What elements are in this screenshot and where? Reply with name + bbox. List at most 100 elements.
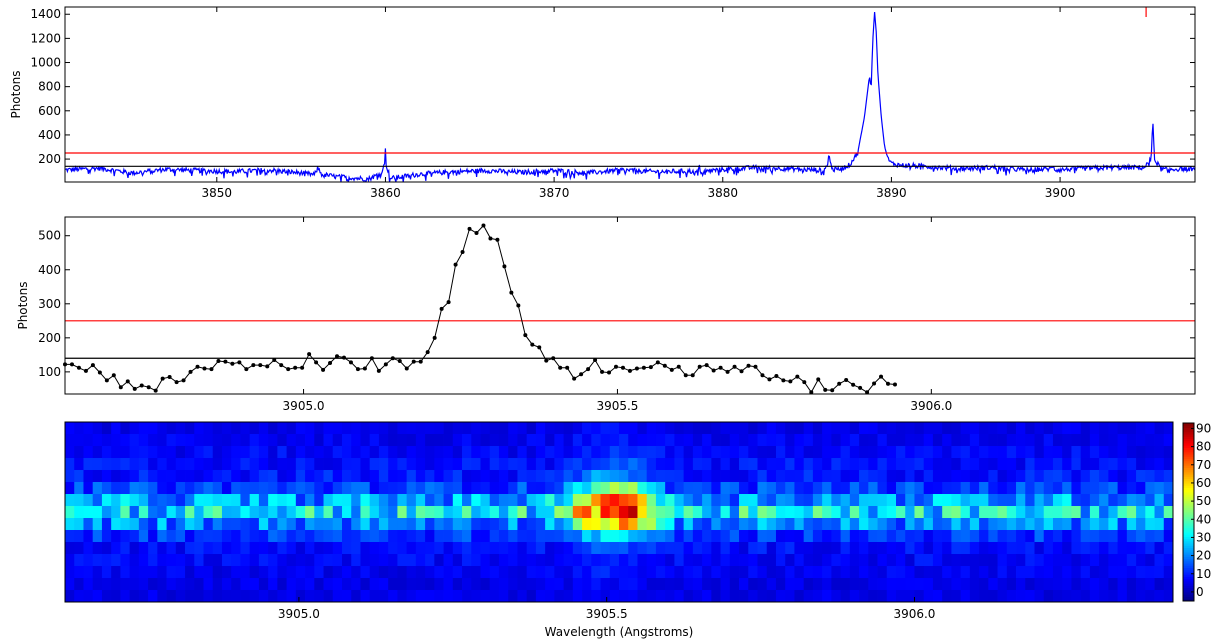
heatmap-cell xyxy=(1025,458,1035,471)
heatmap-cell xyxy=(877,494,888,507)
heatmap-cell xyxy=(452,530,463,543)
heatmap-cell xyxy=(517,542,528,555)
heatmap-cell xyxy=(489,446,500,459)
heatmap-cell xyxy=(1136,434,1146,447)
heatmap-cell xyxy=(600,590,611,603)
heatmap-cell xyxy=(221,434,232,447)
heatmap-cell xyxy=(997,482,1008,495)
heatmap-cell xyxy=(1108,458,1118,471)
heatmap-cell xyxy=(277,506,287,519)
heatmap-cell xyxy=(406,542,417,555)
heatmap-cell xyxy=(286,482,297,495)
heatmap-cell xyxy=(138,554,149,567)
heatmap-cell xyxy=(535,434,546,447)
x-tick-label: 3905.0 xyxy=(283,399,325,413)
heatmap-cell xyxy=(969,482,980,495)
heatmap-cell xyxy=(563,458,574,471)
heatmap-cell xyxy=(674,518,685,531)
heatmap-cell xyxy=(1006,578,1017,591)
heatmap-cell xyxy=(332,422,343,435)
heatmap-cell xyxy=(185,578,195,591)
heatmap-cell xyxy=(822,434,832,447)
heatmap-cell xyxy=(942,542,952,555)
heatmap-cell xyxy=(415,542,426,555)
heatmap-cell xyxy=(1062,530,1072,543)
heatmap-cell xyxy=(415,434,426,447)
heatmap-cell xyxy=(942,518,952,531)
heatmap-cell xyxy=(609,530,620,543)
heatmap-cell xyxy=(683,518,694,531)
data-point xyxy=(872,381,877,386)
heatmap-cell xyxy=(157,494,167,507)
colorbar-segment xyxy=(1183,425,1194,428)
heatmap-cell xyxy=(471,470,481,483)
heatmap-cell xyxy=(951,554,962,567)
heatmap-cell xyxy=(646,554,657,567)
heatmap-cell xyxy=(295,554,306,567)
heatmap-cell xyxy=(508,518,518,531)
colorbar-tick-label: 30 xyxy=(1196,530,1211,544)
heatmap-cell xyxy=(655,470,666,483)
heatmap-cell xyxy=(138,542,149,555)
heatmap-cell xyxy=(868,590,878,603)
colorbar-segment xyxy=(1183,427,1194,431)
heatmap-cell xyxy=(563,434,574,447)
heatmap-cell xyxy=(997,590,1008,603)
colorbar-segment xyxy=(1183,503,1194,506)
heatmap-cell xyxy=(221,458,232,471)
heatmap-cell xyxy=(785,518,795,531)
heatmap-cell xyxy=(582,530,592,543)
heatmap-cell xyxy=(92,458,103,471)
heatmap-cell xyxy=(637,434,648,447)
heatmap-cells xyxy=(65,422,1174,603)
heatmap-cell xyxy=(886,482,897,495)
heatmap-cell xyxy=(332,554,343,567)
heatmap-cell xyxy=(1154,530,1165,543)
heatmap-cell xyxy=(775,506,786,519)
data-point xyxy=(600,369,605,374)
heatmap-cell xyxy=(120,554,131,567)
heatmap-cell xyxy=(120,434,131,447)
heatmap-cell xyxy=(111,518,121,531)
heatmap-cell xyxy=(591,578,601,591)
heatmap-cell xyxy=(849,566,860,579)
heatmap-cell xyxy=(720,518,731,531)
colorbar-segment xyxy=(1183,467,1194,471)
heatmap-cell xyxy=(609,578,620,591)
heatmap-cell xyxy=(840,458,851,471)
heatmap-cell xyxy=(692,518,703,531)
heatmap-cell xyxy=(517,482,528,495)
heatmap-cell xyxy=(517,554,528,567)
heatmap-cell xyxy=(582,518,592,531)
heatmap-cell xyxy=(508,590,518,603)
heatmap-cell xyxy=(535,458,546,471)
data-point xyxy=(572,376,577,381)
heatmap-cell xyxy=(1034,482,1045,495)
heatmap-cell xyxy=(775,578,786,591)
heatmap-cell xyxy=(1071,458,1082,471)
heatmap-cell xyxy=(609,470,620,483)
heatmap-cell xyxy=(221,482,232,495)
heatmap-cell xyxy=(757,506,768,519)
heatmap-cell xyxy=(157,482,167,495)
heatmap-cell xyxy=(258,494,269,507)
heatmap-cell xyxy=(406,530,417,543)
heatmap-cell xyxy=(305,578,315,591)
heatmap-cell xyxy=(212,542,223,555)
heatmap-cell xyxy=(609,554,620,567)
data-point xyxy=(530,342,535,347)
heatmap-cell xyxy=(443,470,454,483)
heatmap-cell xyxy=(258,470,269,483)
heatmap-cell xyxy=(462,422,472,435)
heatmap-cell xyxy=(868,494,878,507)
heatmap-cell xyxy=(138,530,149,543)
data-point xyxy=(620,365,625,370)
heatmap-cell xyxy=(65,578,75,591)
heatmap-cell xyxy=(822,554,832,567)
heatmap-cell xyxy=(554,494,564,507)
heatmap-cell xyxy=(1099,458,1109,471)
heatmap-cell xyxy=(101,578,112,591)
heatmap-cell xyxy=(868,530,878,543)
heatmap-cell xyxy=(849,470,860,483)
heatmap-cell xyxy=(1117,506,1128,519)
